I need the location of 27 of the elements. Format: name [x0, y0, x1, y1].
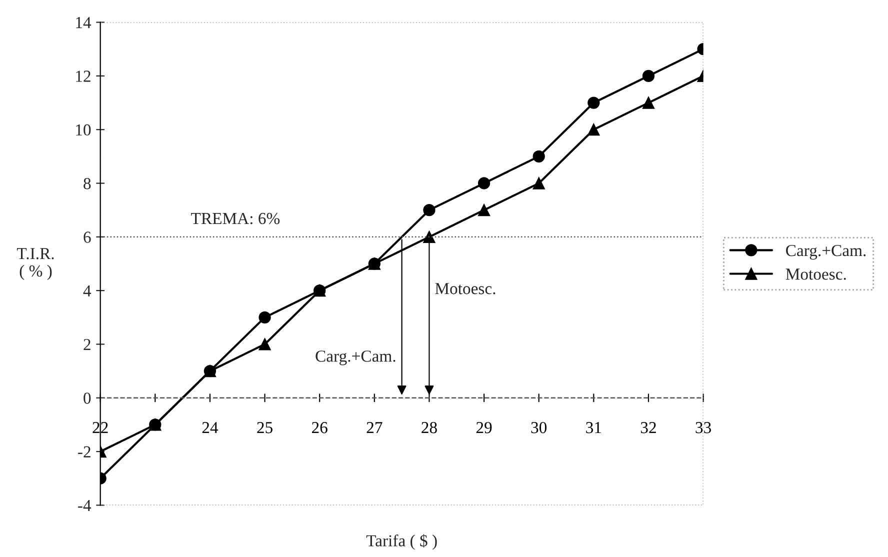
- y-tick-label: 4: [83, 285, 92, 296]
- x-tick-label: 29: [476, 422, 492, 434]
- annotation: Carg.+Cam.: [316, 350, 396, 366]
- y-tick-label: 0: [84, 392, 91, 404]
- ref-line-label: TREMA: 6%: [191, 212, 280, 224]
- annotation: Motoesc.: [435, 283, 496, 294]
- x-tick-label: 25: [257, 422, 272, 434]
- x-tick-label: 26: [312, 422, 328, 434]
- x-tick-label: 28: [422, 422, 437, 434]
- y-axis-title: T.I.R. ( % ): [17, 248, 54, 280]
- y-tick-label: -2: [78, 446, 90, 458]
- y-tick-label: 14: [76, 17, 92, 28]
- x-tick-label: 31: [586, 422, 601, 434]
- x-axis-title: Tarifa ( $ ): [366, 534, 437, 550]
- x-tick-label: 24: [202, 422, 218, 434]
- y-tick-label: 6: [84, 232, 91, 243]
- x-tick-label: 32: [640, 422, 656, 434]
- legend-label: Motoesc.: [786, 268, 846, 280]
- y-tick-label: 8: [84, 178, 91, 190]
- x-tick-label: 33: [696, 422, 711, 434]
- y-tick-label: 10: [76, 124, 91, 136]
- x-tick-label: 30: [531, 422, 547, 434]
- y-tick-label: 12: [76, 70, 90, 82]
- y-tick-label: 2: [84, 338, 90, 350]
- y-tick-label: -4: [78, 500, 92, 511]
- legend-label: Carg.+Cam.: [786, 244, 866, 260]
- x-tick-label: 27: [366, 422, 382, 434]
